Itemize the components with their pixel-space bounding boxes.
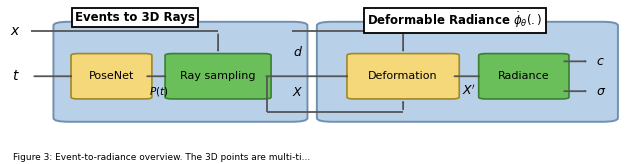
Text: $X'$: $X'$ bbox=[462, 84, 476, 98]
Text: Deformation: Deformation bbox=[368, 71, 438, 81]
FancyBboxPatch shape bbox=[165, 54, 271, 99]
FancyBboxPatch shape bbox=[54, 22, 307, 122]
Text: $X$: $X$ bbox=[292, 86, 304, 99]
Text: $c$: $c$ bbox=[596, 55, 605, 68]
Text: Deformable Radiance $\dot{\phi}_{\theta}(.)$: Deformable Radiance $\dot{\phi}_{\theta}… bbox=[367, 11, 543, 30]
Text: $\sigma$: $\sigma$ bbox=[596, 85, 606, 98]
FancyBboxPatch shape bbox=[317, 22, 618, 122]
Text: $P(t)$: $P(t)$ bbox=[148, 85, 168, 98]
Text: Events to 3D Rays: Events to 3D Rays bbox=[75, 11, 195, 24]
Text: Ray sampling: Ray sampling bbox=[180, 71, 256, 81]
FancyBboxPatch shape bbox=[71, 54, 152, 99]
FancyBboxPatch shape bbox=[347, 54, 460, 99]
Text: $d$: $d$ bbox=[293, 45, 303, 59]
Text: $t$: $t$ bbox=[12, 69, 20, 83]
FancyBboxPatch shape bbox=[479, 54, 569, 99]
Text: Figure 3: Event-to-radiance overview. The 3D points are multi-ti...: Figure 3: Event-to-radiance overview. Th… bbox=[13, 153, 310, 162]
Text: PoseNet: PoseNet bbox=[89, 71, 134, 81]
Text: $x$: $x$ bbox=[10, 24, 21, 39]
Text: Radiance: Radiance bbox=[498, 71, 550, 81]
